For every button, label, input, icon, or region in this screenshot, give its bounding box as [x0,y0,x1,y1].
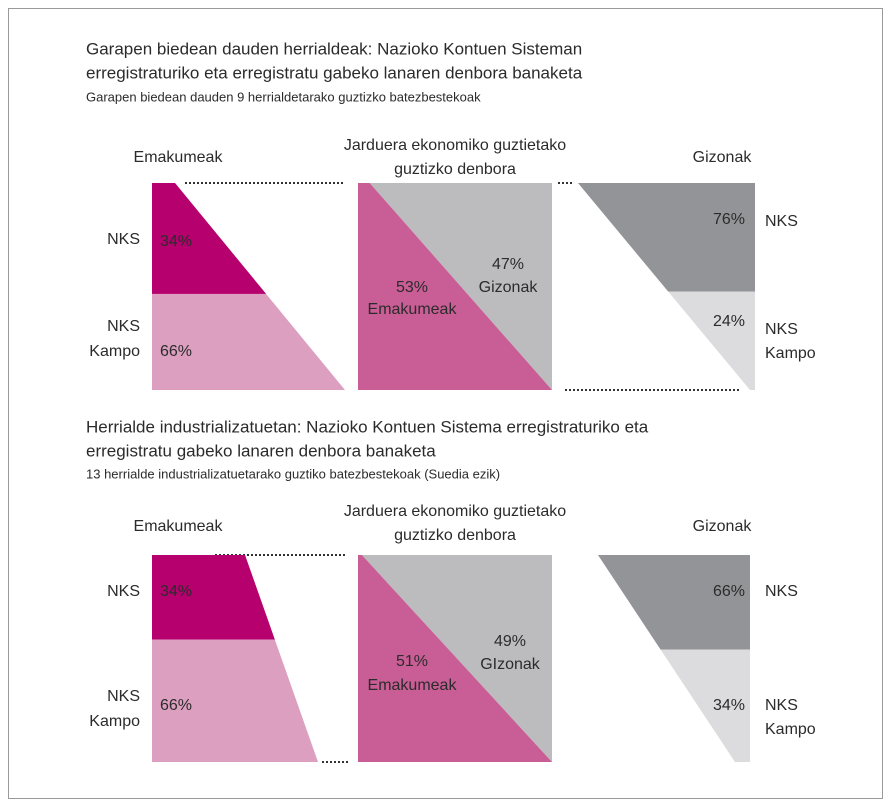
part-label: NKS [765,321,798,338]
title: erregistraturiko eta erregistratu gabeko… [86,63,583,82]
value-label: 66% [160,343,192,360]
part-label: NKS [107,583,140,600]
panel-header: guztizko denbora [394,161,516,178]
panel-header: Jarduera ekonomiko guztietako [344,137,566,154]
panel-header: Gizonak [693,149,753,166]
panel-header: Gizonak [693,518,753,535]
part-label: NKS [107,688,140,705]
part-label: Emakumeak [368,677,458,694]
value-label: 34% [160,583,192,600]
value-label: 34% [713,697,745,714]
title: Garapen biedean dauden herrialdeak: Nazi… [86,39,582,58]
panel-header: Emakumeak [134,149,224,166]
title: erregistratu gabeko lanaren denbora bana… [86,441,436,460]
part-label: Kampo [89,713,140,730]
panel-header: guztizko denbora [394,527,516,544]
part-label: NKS [107,231,140,248]
value-label: 66% [713,583,745,600]
value-label: 66% [160,697,192,714]
part-label: Kampo [765,721,816,738]
subtitle: 13 herrialde industrializatuetarako guzt… [86,466,500,481]
value-label: 34% [160,233,192,250]
part-label: NKS [107,318,140,335]
part-label: NKS [765,583,798,600]
area [358,183,552,390]
panel-header: Emakumeak [134,518,224,535]
area [598,555,750,650]
value-label: 51% [396,653,428,670]
part-label: NKS [765,213,798,230]
part-label: Kampo [765,345,816,362]
area [152,555,275,640]
subtitle: Garapen biedean dauden 9 herrialdetarako… [86,89,481,104]
part-label: NKS [765,697,798,714]
value-label: 47% [492,256,524,273]
area [152,183,267,294]
value-label: 24% [713,313,745,330]
panel-header: Jarduera ekonomiko guztietako [344,503,566,520]
value-label: 49% [494,633,526,650]
value-label: 53% [396,279,428,296]
part-label: Gizonak [479,279,539,296]
part-label: Kampo [89,343,140,360]
title: Herrialde industrializatuetan: Nazioko K… [86,417,649,436]
area [578,183,755,292]
area [358,555,552,762]
part-label: Emakumeak [368,301,458,318]
value-label: 76% [713,211,745,228]
part-label: GIzonak [480,656,541,673]
frame [8,8,883,799]
